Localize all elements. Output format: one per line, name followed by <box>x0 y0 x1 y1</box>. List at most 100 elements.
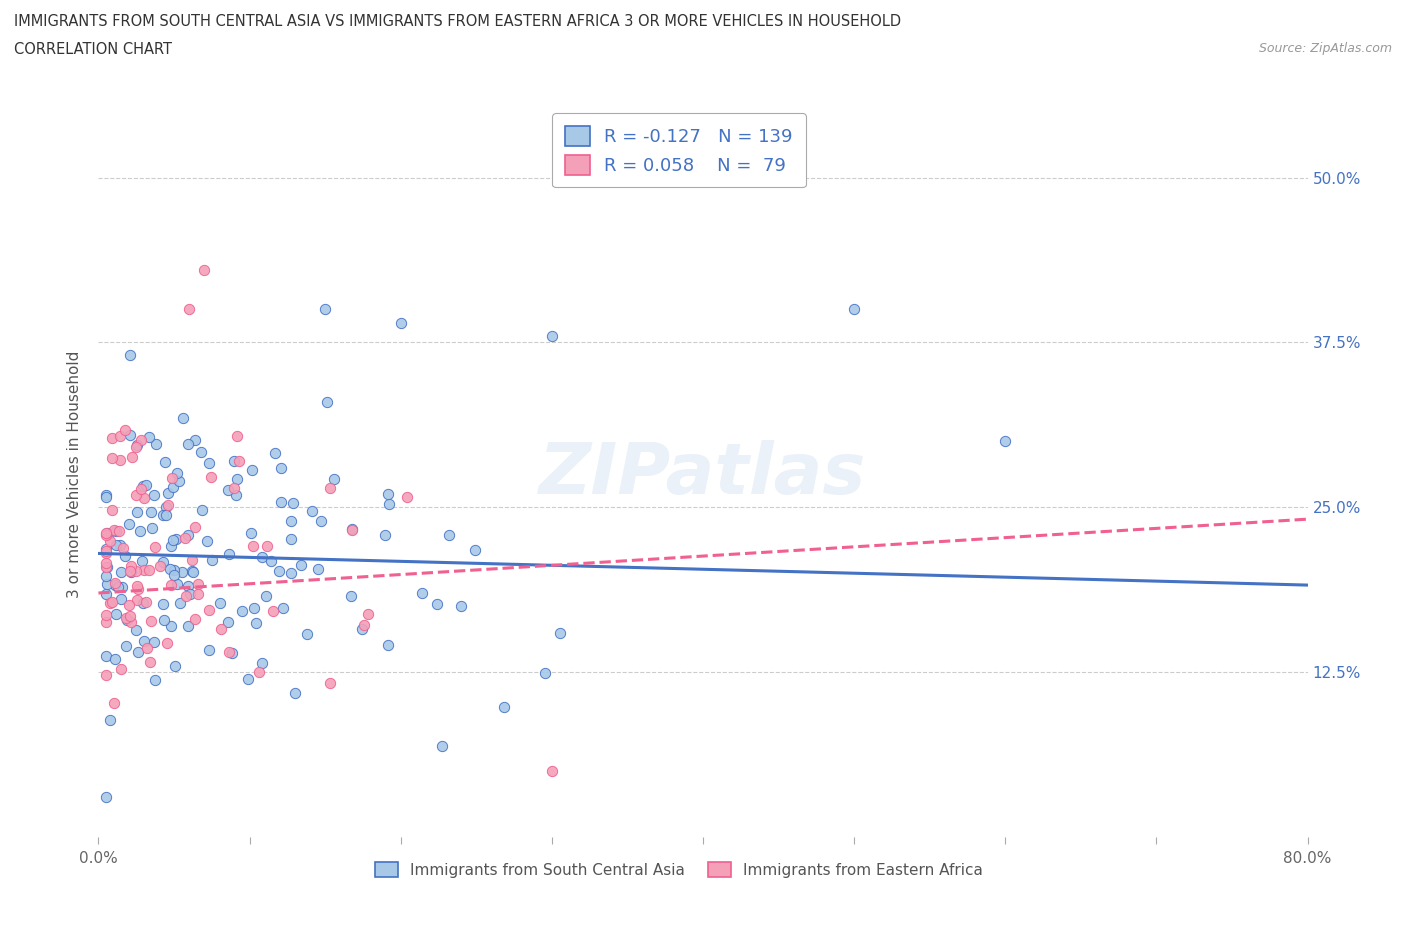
Point <box>260 554 283 569</box>
Point <box>143 672 166 687</box>
Point <box>94 544 117 559</box>
Point <box>108 453 131 468</box>
Point <box>307 562 329 577</box>
Point <box>110 538 132 552</box>
Point <box>198 603 221 618</box>
Point <box>254 589 277 604</box>
Point <box>236 671 259 686</box>
Point <box>426 596 449 611</box>
Point <box>94 556 117 571</box>
Point <box>218 547 240 562</box>
Point <box>172 411 194 426</box>
Point <box>94 541 117 556</box>
Point <box>224 481 246 496</box>
Point <box>100 594 122 609</box>
Point <box>138 562 160 577</box>
Point <box>107 579 129 594</box>
Point <box>464 542 486 557</box>
Point <box>315 395 337 410</box>
Point <box>177 436 200 451</box>
Point <box>145 436 167 451</box>
Point <box>160 471 183 485</box>
Point <box>94 790 117 804</box>
Point <box>121 449 143 464</box>
Point <box>101 502 124 517</box>
Point <box>105 524 128 538</box>
Point <box>492 699 515 714</box>
Point <box>141 521 163 536</box>
Point <box>166 577 188 591</box>
Point <box>162 562 184 577</box>
Point <box>540 764 562 778</box>
Point <box>247 665 270 680</box>
Point <box>534 666 557 681</box>
Point <box>143 634 166 649</box>
Point <box>226 429 249 444</box>
Point <box>104 652 127 667</box>
Point <box>110 565 132 580</box>
Point <box>94 668 117 683</box>
Point <box>184 520 207 535</box>
Point <box>131 553 153 568</box>
Point <box>225 487 247 502</box>
Point <box>127 644 149 659</box>
Point <box>264 445 287 460</box>
Point <box>94 648 117 663</box>
Point <box>118 564 141 578</box>
Point <box>120 559 142 574</box>
Point <box>270 460 292 475</box>
Point <box>377 486 399 501</box>
Point <box>221 645 243 660</box>
Point <box>94 587 117 602</box>
Point <box>173 531 195 546</box>
Point <box>340 523 363 538</box>
Point <box>172 565 194 579</box>
Point <box>135 641 157 656</box>
Point <box>125 564 148 578</box>
Point <box>94 607 117 622</box>
Point <box>155 508 177 523</box>
Point <box>411 586 433 601</box>
Point <box>217 483 239 498</box>
Point <box>94 487 117 502</box>
Point <box>127 592 149 607</box>
Point <box>94 568 117 583</box>
Point <box>179 302 201 317</box>
Point <box>127 581 149 596</box>
Point <box>339 589 361 604</box>
Point <box>314 302 336 317</box>
Point <box>450 598 472 613</box>
Point <box>120 348 142 363</box>
Point <box>125 487 148 502</box>
Point <box>108 429 131 444</box>
Point <box>127 437 149 452</box>
Point <box>160 618 183 633</box>
Point <box>103 523 125 538</box>
Point <box>135 477 157 492</box>
Point <box>152 596 174 611</box>
Point <box>184 612 207 627</box>
Point <box>439 527 461 542</box>
Point <box>108 524 131 538</box>
Point <box>267 563 290 578</box>
Point <box>143 539 166 554</box>
Point <box>389 315 412 330</box>
Point <box>352 622 374 637</box>
Point <box>183 432 205 447</box>
Point <box>181 552 204 567</box>
Point <box>117 612 139 627</box>
Point <box>218 644 240 659</box>
Point <box>111 540 134 555</box>
Point <box>110 661 132 676</box>
Point <box>353 618 375 632</box>
Point <box>290 558 312 573</box>
Point <box>231 604 253 618</box>
Point <box>283 496 305 511</box>
Text: ZIPatlas: ZIPatlas <box>540 440 866 509</box>
Point <box>94 615 117 630</box>
Point <box>129 432 152 447</box>
Point <box>280 513 302 528</box>
Point <box>280 532 302 547</box>
Point <box>94 489 117 504</box>
Point <box>245 616 267 631</box>
